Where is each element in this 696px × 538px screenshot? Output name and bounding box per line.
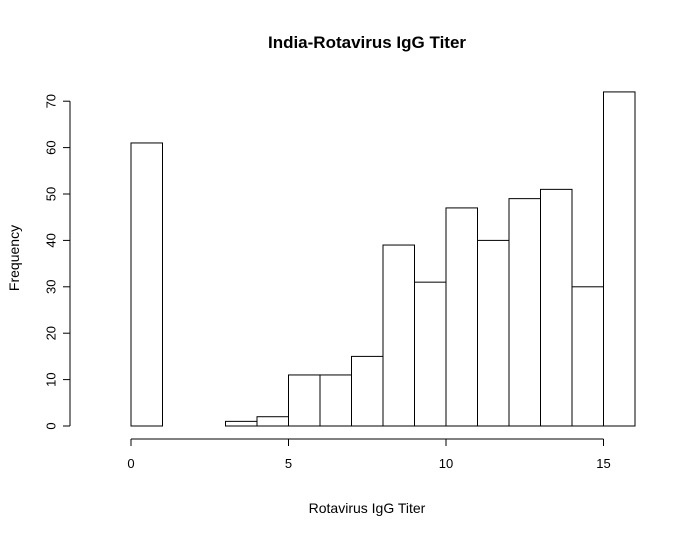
histogram-bar [351, 355, 384, 427]
y-tick-label: 30 [44, 280, 59, 294]
y-tick-label: 20 [44, 326, 59, 340]
y-tick-label: 40 [44, 233, 59, 247]
x-axis: 0 5 10 15 [127, 438, 611, 471]
histogram-bar [508, 198, 541, 427]
x-tick-label: 15 [596, 456, 610, 471]
histogram-bar [540, 188, 573, 427]
y-axis: 0 10 20 30 40 50 60 70 [44, 94, 71, 430]
x-tick-label: 10 [439, 456, 453, 471]
histogram-bar [571, 286, 604, 427]
histogram-bar [603, 91, 636, 427]
x-tick-label: 5 [285, 456, 292, 471]
histogram-bar [477, 239, 510, 427]
histogram-bar [130, 142, 163, 427]
histogram-bar [225, 420, 258, 427]
y-tick-label: 10 [44, 372, 59, 386]
histogram-bar [288, 374, 321, 427]
y-tick-label: 60 [44, 140, 59, 154]
chart-title: India-Rotavirus IgG Titer [268, 33, 466, 52]
y-tick-label: 0 [44, 422, 59, 429]
y-axis-label: Frequency [6, 225, 22, 291]
x-tick-label: 0 [127, 456, 134, 471]
y-tick-label: 50 [44, 187, 59, 201]
histogram-bar [445, 207, 478, 427]
histogram-bar [319, 374, 352, 427]
histogram-bar [382, 244, 415, 427]
histogram-bar [256, 416, 289, 427]
histogram-bar [414, 281, 447, 427]
y-tick-label: 70 [44, 94, 59, 108]
x-axis-label: Rotavirus IgG Titer [309, 500, 426, 516]
bars-group [130, 91, 636, 427]
